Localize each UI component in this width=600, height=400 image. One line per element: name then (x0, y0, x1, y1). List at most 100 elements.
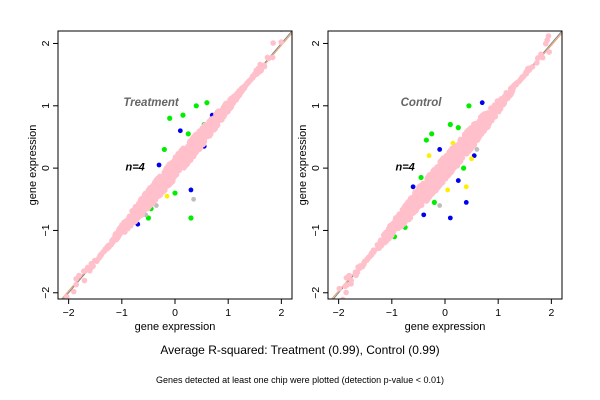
data-point-bulk (73, 281, 80, 288)
data-point-bulk (70, 288, 77, 295)
data-point-bulk (148, 202, 154, 208)
data-point-replicate2 (461, 165, 467, 171)
data-point-bulk (222, 101, 228, 108)
n-label: n=4 (396, 162, 415, 174)
data-point-other (437, 203, 443, 208)
data-point-bulk (409, 208, 416, 214)
y-tick-label: 1 (310, 103, 322, 109)
data-point-bulk (494, 98, 501, 104)
data-point-bulk (167, 174, 174, 181)
data-point-bulk (429, 178, 436, 185)
y-tick-label: 2 (40, 40, 52, 46)
data-point-bulk (546, 49, 552, 55)
data-point-bulk (393, 224, 399, 231)
data-point-bulk (365, 254, 372, 261)
data-point-bulk (343, 289, 349, 296)
data-point-bulk (254, 69, 261, 75)
data-point-bulk (435, 183, 441, 190)
data-point-replicate3 (437, 147, 443, 152)
data-point-bulk (408, 195, 414, 202)
data-point-replicate2 (167, 115, 173, 121)
data-point-replicate3 (471, 153, 477, 159)
data-point-bulk (564, 33, 570, 39)
data-point-bulk (87, 265, 94, 271)
x-tick-label: −2 (333, 307, 345, 319)
data-point-bulk (465, 133, 472, 140)
data-point-bulk (98, 251, 105, 258)
data-point-bulk (416, 189, 422, 196)
data-point-bulk (164, 181, 170, 188)
data-point-bulk (449, 167, 456, 173)
data-point-replicate2 (161, 146, 167, 153)
data-point-bulk (436, 167, 442, 174)
y-tick-label: −2 (40, 287, 52, 299)
data-point-bulk (119, 227, 126, 234)
data-point-replicate4 (164, 193, 170, 199)
data-point-bulk (398, 223, 404, 230)
data-point-replicate2 (466, 103, 472, 109)
plot-area (325, 31, 570, 308)
data-point-replicate3 (410, 184, 416, 190)
data-point-bulk (180, 158, 187, 165)
data-point-bulk (457, 136, 464, 143)
y-tick-label: 2 (310, 40, 322, 46)
data-point-replicate2 (455, 125, 461, 131)
data-point-replicate2 (180, 112, 186, 118)
data-point-bulk (529, 64, 536, 70)
data-point-replicate3 (177, 128, 183, 134)
data-point-bulk (170, 160, 177, 166)
data-point-bulk (408, 199, 415, 206)
data-point-bulk (188, 152, 195, 159)
data-point-bulk (172, 154, 179, 160)
data-point-bulk (245, 79, 251, 86)
n-label: n=4 (126, 162, 145, 174)
data-point-bulk (119, 221, 126, 228)
y-axis-title: gene expression (27, 125, 39, 206)
data-point-replicate2 (193, 103, 199, 109)
data-point-bulk (447, 147, 454, 154)
data-point-bulk (460, 151, 467, 157)
data-point-bulk (138, 204, 145, 211)
data-point-replicate3 (479, 100, 485, 106)
y-tick-label: 0 (40, 165, 52, 171)
data-point-bulk (398, 211, 405, 218)
data-point-bulk (405, 215, 412, 222)
data-point-bulk (448, 160, 455, 167)
data-point-bulk (82, 268, 88, 274)
data-point-bulk (352, 271, 359, 278)
data-point-bulk (236, 90, 243, 97)
data-point-bulk (148, 190, 155, 196)
data-point-bulk (125, 225, 131, 232)
data-point-bulk (451, 152, 458, 159)
x-tick-label: 0 (172, 307, 178, 319)
data-point-bulk (142, 190, 149, 197)
data-point-bulk (270, 40, 276, 46)
data-point-bulk (129, 218, 135, 225)
data-point-replicate3 (447, 215, 453, 221)
data-point-bulk (428, 190, 434, 196)
data-point-replicate2 (185, 131, 191, 137)
footnote: Genes detected at least one chip were pl… (156, 375, 444, 385)
x-tick-label: −2 (63, 307, 75, 319)
data-point-bulk (446, 171, 453, 177)
data-point-bulk (491, 109, 497, 115)
data-point-replicate2 (423, 137, 429, 143)
data-point-replicate2 (447, 121, 453, 128)
data-point-bulk (115, 232, 121, 239)
data-point-bulk (357, 263, 364, 269)
x-tick-label: −1 (116, 307, 128, 319)
y-tick-label: −2 (310, 287, 322, 299)
data-point-bulk (325, 302, 331, 308)
data-point-bulk (167, 169, 174, 176)
panel-title: Treatment (123, 97, 180, 109)
data-point-bulk (213, 114, 220, 120)
data-point-bulk (110, 238, 117, 244)
data-point-replicate2 (431, 199, 437, 205)
data-point-replicate2 (429, 131, 435, 137)
data-point-bulk (133, 203, 140, 210)
data-point-bulk (497, 105, 504, 112)
x-tick-label: 2 (548, 307, 554, 319)
data-point-replicate2 (204, 100, 210, 106)
data-point-bulk (383, 237, 389, 244)
